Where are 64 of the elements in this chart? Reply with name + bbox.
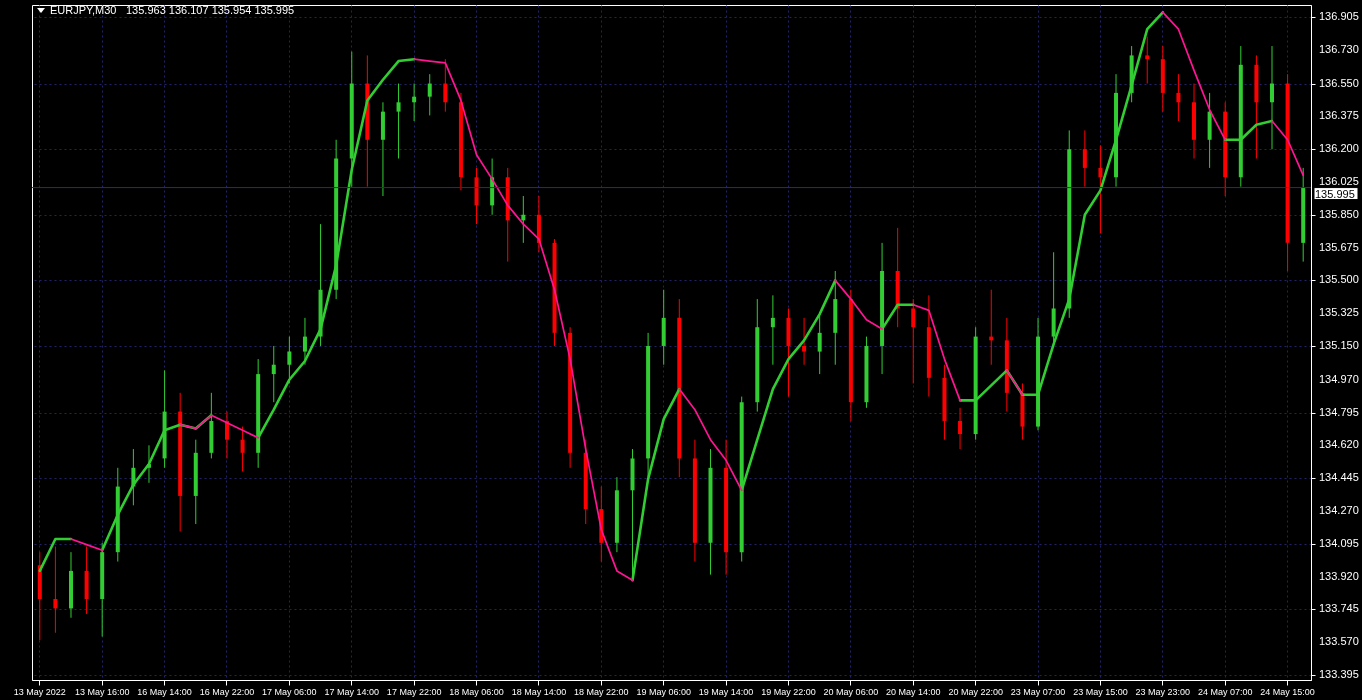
x-tick-label: 19 May 14:00 bbox=[698, 686, 754, 697]
y-tick-label: 136.025 bbox=[1319, 174, 1359, 187]
candlestick bbox=[302, 317, 307, 366]
candlestick bbox=[1145, 36, 1150, 85]
candlestick bbox=[427, 73, 432, 116]
x-tick-label: 20 May 14:00 bbox=[885, 686, 941, 697]
y-tick-label: 135.500 bbox=[1319, 273, 1359, 286]
y-tick-label: 134.795 bbox=[1319, 405, 1359, 418]
x-tick-label: 13 May 2022 bbox=[13, 686, 66, 697]
candlestick bbox=[287, 336, 292, 384]
y-tick-label: 133.745 bbox=[1319, 602, 1359, 615]
candlestick bbox=[412, 83, 417, 122]
candlestick bbox=[521, 195, 526, 244]
y-tick-label: 133.570 bbox=[1319, 635, 1359, 648]
candlestick bbox=[1176, 73, 1181, 122]
y-tick-label: 136.550 bbox=[1319, 76, 1359, 89]
x-tick-label: 23 May 15:00 bbox=[1073, 686, 1128, 697]
candlestick bbox=[396, 83, 401, 160]
x-tick-label: 17 May 22:00 bbox=[386, 686, 442, 697]
x-tick-label: 13 May 16:00 bbox=[74, 686, 130, 697]
y-tick-label: 136.375 bbox=[1319, 109, 1359, 122]
x-tick-label: 16 May 22:00 bbox=[199, 686, 255, 697]
x-tick-label: 18 May 22:00 bbox=[574, 686, 629, 697]
candlestick bbox=[770, 294, 775, 366]
x-tick-label: 23 May 23:00 bbox=[1135, 686, 1191, 697]
y-tick-label: 136.905 bbox=[1319, 10, 1359, 22]
x-tick-label: 24 May 07:00 bbox=[1197, 686, 1253, 697]
candlestick bbox=[271, 345, 276, 403]
chart-title: EURJPY,M30 bbox=[50, 4, 117, 16]
x-tick-label: 17 May 06:00 bbox=[262, 686, 317, 697]
y-tick-label: 133.920 bbox=[1319, 569, 1359, 582]
candlestick bbox=[240, 426, 245, 473]
x-tick-label: 23 May 07:00 bbox=[1010, 686, 1066, 697]
candlestick bbox=[224, 411, 229, 459]
x-tick-label: 24 May 15:00 bbox=[1260, 686, 1315, 697]
ref-line-label: 135.995 bbox=[1315, 187, 1355, 200]
x-tick-label: 20 May 22:00 bbox=[948, 686, 1003, 697]
y-tick-label: 134.620 bbox=[1319, 438, 1359, 451]
candlestick bbox=[53, 546, 58, 634]
y-tick-label: 134.095 bbox=[1319, 536, 1359, 549]
chart-subtitle: 135.963 136.107 135.954 135.995 bbox=[126, 4, 295, 16]
y-tick-label: 135.675 bbox=[1319, 240, 1359, 253]
candlestick bbox=[911, 298, 916, 384]
x-tick-label: 18 May 14:00 bbox=[511, 686, 567, 697]
x-tick-label: 19 May 22:00 bbox=[761, 686, 816, 697]
y-tick-label: 136.200 bbox=[1319, 142, 1359, 155]
y-tick-label: 136.730 bbox=[1319, 42, 1359, 55]
y-tick-label: 134.270 bbox=[1319, 503, 1359, 516]
x-tick-label: 17 May 14:00 bbox=[324, 686, 380, 697]
candlestick bbox=[1082, 129, 1087, 188]
x-tick-label: 19 May 06:00 bbox=[636, 686, 691, 697]
candlestick bbox=[1098, 144, 1103, 234]
y-tick-label: 135.150 bbox=[1319, 338, 1359, 351]
candlestick bbox=[958, 407, 963, 450]
y-tick-label: 133.395 bbox=[1319, 667, 1359, 680]
candlestick bbox=[443, 58, 448, 113]
y-tick-label: 134.970 bbox=[1319, 372, 1359, 385]
y-tick-label: 134.445 bbox=[1319, 471, 1359, 484]
candlestick bbox=[802, 317, 807, 366]
x-tick-label: 20 May 06:00 bbox=[823, 686, 879, 697]
y-tick-label: 135.325 bbox=[1319, 306, 1359, 319]
x-tick-label: 18 May 06:00 bbox=[449, 686, 504, 697]
y-tick-label: 135.850 bbox=[1319, 207, 1359, 220]
x-tick-label: 16 May 14:00 bbox=[137, 686, 192, 697]
